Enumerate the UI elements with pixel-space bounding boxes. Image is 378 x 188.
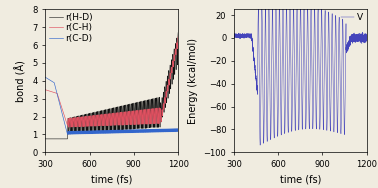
r(H-D)	[51, 138, 55, 140]
r(C-H)	[79, 123, 83, 126]
r(H-D)	[176, 31, 180, 34]
Line: r(C-D): r(C-D)	[45, 77, 178, 134]
r(C-D)	[51, 81, 55, 83]
r(C-H)	[176, 36, 180, 38]
V	[362, 36, 367, 39]
r(H-D)	[174, 56, 178, 59]
r(C-D)	[176, 131, 180, 133]
r(C-H)	[67, 126, 71, 128]
Y-axis label: Energy (kcal/mol): Energy (kcal/mol)	[188, 38, 198, 124]
V	[313, 33, 318, 36]
V	[239, 35, 244, 37]
r(C-H)	[51, 91, 55, 93]
Line: r(H-D): r(H-D)	[45, 33, 178, 139]
Y-axis label: bond (Å): bond (Å)	[15, 60, 27, 102]
Legend: V: V	[339, 11, 365, 24]
r(C-D)	[79, 130, 83, 133]
V	[232, 33, 236, 35]
r(C-D)	[126, 131, 131, 133]
r(C-H)	[148, 112, 152, 114]
r(C-H)	[174, 53, 178, 55]
Legend: r(H-D), r(C-H), r(C-D): r(H-D), r(C-H), r(C-D)	[47, 11, 94, 45]
r(C-D)	[124, 131, 129, 133]
r(H-D)	[43, 138, 48, 140]
r(C-D)	[174, 130, 178, 132]
V	[291, 2, 296, 4]
r(H-D)	[79, 130, 83, 133]
r(H-D)	[148, 101, 152, 103]
r(C-H)	[124, 118, 129, 120]
X-axis label: time (fs): time (fs)	[91, 174, 132, 184]
V	[267, 30, 272, 32]
V	[258, 144, 262, 146]
r(H-D)	[126, 103, 131, 105]
V	[315, 81, 319, 84]
r(C-H)	[176, 35, 180, 38]
r(H-D)	[124, 125, 129, 127]
r(C-D)	[148, 128, 152, 130]
r(C-H)	[126, 111, 131, 113]
V	[336, 34, 341, 36]
Line: V: V	[234, 3, 367, 145]
r(C-D)	[43, 76, 48, 78]
V	[364, 36, 369, 39]
r(C-H)	[43, 89, 48, 91]
X-axis label: time (fs): time (fs)	[280, 174, 321, 184]
r(C-D)	[65, 133, 70, 136]
Line: r(C-H): r(C-H)	[45, 36, 178, 127]
